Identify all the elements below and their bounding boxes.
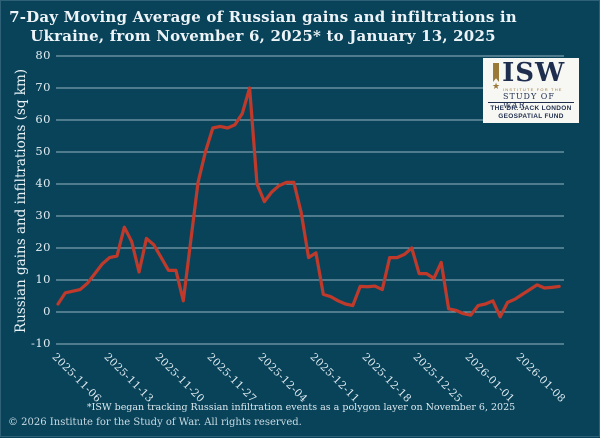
y-tick-label: 30 [35,208,51,222]
isw-logo-top: ★ ISW [483,58,579,92]
y-tick-label: 70 [35,80,51,94]
y-tick-label: 50 [35,144,51,158]
moving-average-line [56,86,561,319]
y-tick-label: 80 [35,48,51,62]
logo-divider [488,102,574,103]
isw-tagline: INSTITUTE FOR THE STUDY OF WAR [503,87,579,110]
footnote: *ISW began tracking Russian infiltration… [86,402,516,413]
isw-tagline-small: INSTITUTE FOR THE [503,87,563,92]
copyright: © 2026 Institute for the Study of War. A… [8,417,302,428]
medal-ribbon-icon [493,63,500,82]
y-tick-label: -10 [30,336,51,350]
chart-title-line2: Ukraine, from November 6, 2025* to Janua… [30,27,496,45]
chart-title-line1: 7-Day Moving Average of Russian gains an… [9,8,517,26]
y-tick-label: 40 [35,176,51,190]
isw-medal-icon: ★ [492,61,500,92]
isw-tagline-main: STUDY OF WAR [503,92,555,110]
y-tick-label: 60 [35,112,51,126]
star-icon: ★ [492,82,501,92]
y-tick-label: 10 [35,272,51,286]
fund-line1: THE DR. JACK LONDON [490,105,572,112]
chart-title: 7-Day Moving Average of Russian gains an… [1,8,525,46]
y-axis-title: Russian gains and infiltrations (sq km) [13,68,29,334]
isw-logo: ★ ISW INSTITUTE FOR THE STUDY OF WAR THE… [483,58,579,123]
geospatial-fund-label: THE DR. JACK LONDON GEOSPATIAL FUND [483,105,579,121]
y-tick-label: 20 [35,240,51,254]
isw-wordmark: ISW [502,58,566,88]
y-tick-label: 0 [43,304,51,318]
fund-line2: GEOSPATIAL FUND [498,113,564,120]
